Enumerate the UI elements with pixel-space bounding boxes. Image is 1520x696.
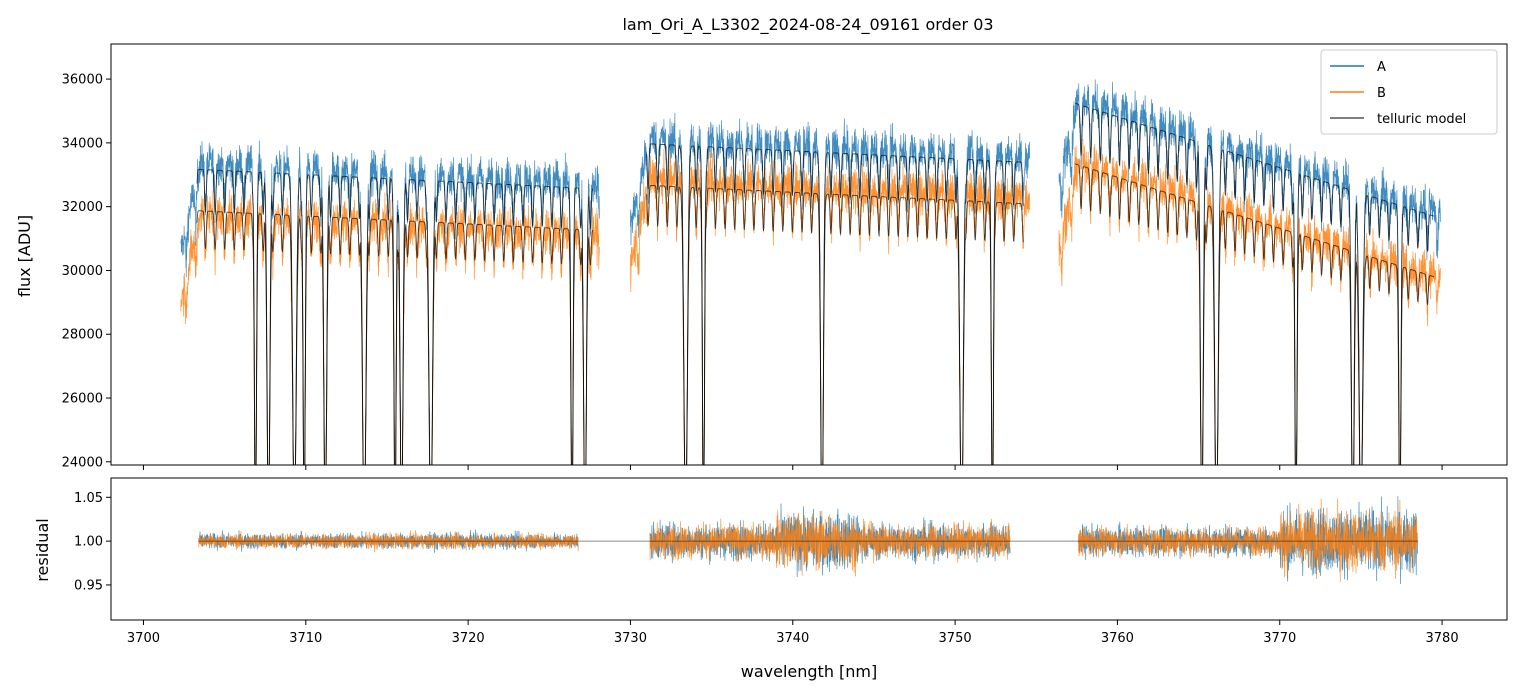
flux-ytick-label: 36000 <box>62 73 103 88</box>
legend-label-a: A <box>1377 60 1386 75</box>
residual-xtick-label: 3730 <box>614 631 647 646</box>
telluric-model-b-seg-0 <box>196 210 594 465</box>
flux-ytick-label: 34000 <box>62 136 103 151</box>
flux-y-ticks: 24000 26000 28000 30000 32000 34000 36000 <box>62 73 111 470</box>
legend: A B telluric model <box>1320 49 1498 135</box>
residual-ytick-label: 1.05 <box>74 491 103 506</box>
flux-ytick-label: 32000 <box>62 200 103 215</box>
flux-ytick-label: 28000 <box>62 328 103 343</box>
residual-xtick-label: 3710 <box>289 631 322 646</box>
residual-xtick-label: 3750 <box>939 631 972 646</box>
x-axis-label: wavelength [nm] <box>741 662 878 681</box>
legend-label-b: B <box>1377 86 1386 101</box>
chart-title: lam_Ori_A_L3302_2024-08-24_09161 order 0… <box>622 15 993 35</box>
telluric-model-b-seg-2 <box>1075 163 1435 465</box>
telluric-model-b-seg-1 <box>646 184 1024 465</box>
residual-xtick-label: 3780 <box>1426 631 1459 646</box>
residual-ytick-label: 1.00 <box>74 535 103 550</box>
flux-x-ticks <box>142 465 1443 470</box>
flux-ytick-label: 24000 <box>62 455 103 470</box>
legend-box <box>1320 49 1498 135</box>
flux-y-axis-label: flux [ADU] <box>15 215 34 297</box>
flux-plot-area <box>180 79 1441 465</box>
residual-xtick-label: 3760 <box>1101 631 1134 646</box>
flux-series-b-seg-2 <box>1058 139 1441 465</box>
flux-ytick-label: 30000 <box>62 264 103 279</box>
telluric-model-a-seg-0 <box>196 168 594 465</box>
residual-plot-area <box>198 496 1418 585</box>
residual-y-axis-label: residual <box>33 518 52 581</box>
residual-axes-frame <box>110 477 1508 621</box>
residual-xtick-label: 3770 <box>1263 631 1296 646</box>
flux-axes-frame <box>110 43 1508 466</box>
legend-label-model: telluric model <box>1377 112 1466 127</box>
residual-ytick-label: 0.95 <box>74 578 103 593</box>
residual-series-b-seg-2 <box>1078 498 1418 583</box>
flux-series-a-seg-2 <box>1058 79 1441 465</box>
residual-series-b-seg-1 <box>649 510 1011 577</box>
residual-xtick-label: 3720 <box>452 631 485 646</box>
residual-x-ticks: 3700 3710 3720 3730 3740 3750 3760 3770 3780 <box>127 620 1459 646</box>
residual-xtick-label: 3700 <box>127 631 160 646</box>
residual-xtick-label: 3740 <box>776 631 809 646</box>
flux-panel: 24000 26000 28000 30000 32000 34000 36000 flux… <box>15 43 1508 470</box>
residual-y-ticks: 0.95 1.00 1.05 <box>74 491 111 593</box>
flux-ytick-label: 26000 <box>62 392 103 407</box>
residual-panel: 0.95 1.00 1.05 3700 3710 3720 3730 3740 3750 376… <box>33 477 1508 681</box>
telluric-model-a-seg-2 <box>1075 102 1435 465</box>
